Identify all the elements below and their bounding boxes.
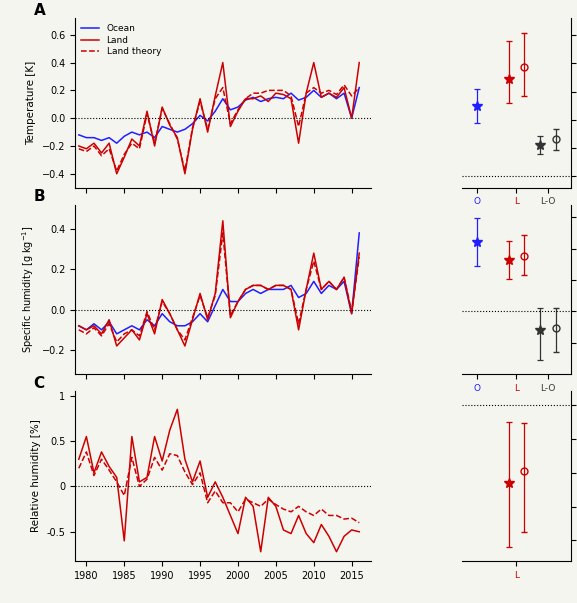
- Y-axis label: Temperature [K]: Temperature [K]: [26, 61, 36, 145]
- Text: B: B: [33, 189, 45, 204]
- Text: C: C: [33, 376, 45, 391]
- Y-axis label: Relative humidity [%]: Relative humidity [%]: [31, 420, 41, 532]
- Text: A: A: [33, 2, 46, 17]
- Legend: Ocean, Land, Land theory: Ocean, Land, Land theory: [80, 22, 163, 58]
- Y-axis label: Specific humidity [g kg$^{-1}$]: Specific humidity [g kg$^{-1}$]: [20, 226, 36, 353]
